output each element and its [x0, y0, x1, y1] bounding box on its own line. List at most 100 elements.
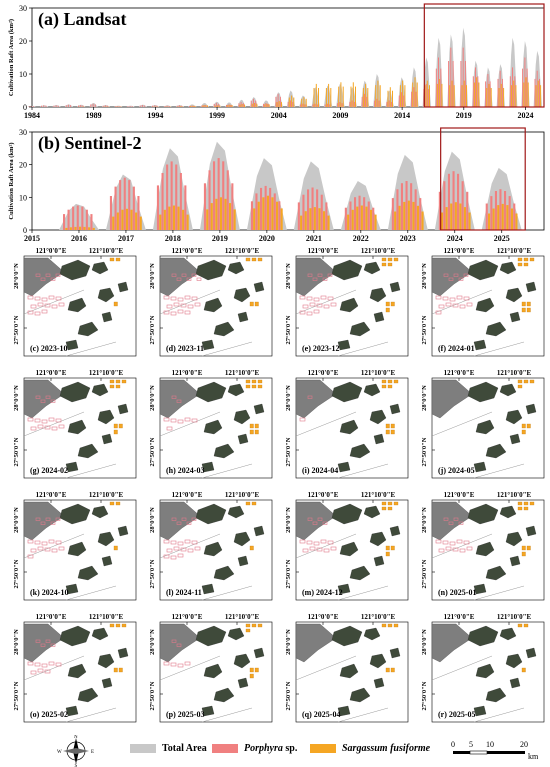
x-tick-label: 2022 [353, 234, 369, 243]
porphyra-bar [364, 93, 365, 107]
sargassum-bar [421, 211, 424, 230]
island-shape [65, 461, 79, 473]
lat-label: 28°0'0"N [149, 263, 156, 289]
sargassum-bar [280, 208, 283, 230]
map-svg: 121°0'0"E 121°10'0"E 28°0'0"N 27°50'0"N (i) … [285, 369, 409, 479]
porphyra-bar [499, 70, 501, 107]
porphyra-raft [184, 417, 191, 422]
island-shape [389, 403, 401, 415]
porphyra-raft [166, 548, 173, 553]
island-shape [213, 565, 235, 581]
sargassum-raft [257, 257, 263, 262]
sargassum-bar [182, 106, 184, 107]
sargassum-bar [215, 198, 218, 230]
sargassum-bar [338, 86, 340, 107]
island-shape [331, 625, 363, 647]
lat-label: 28°0'0"N [13, 385, 20, 411]
island-shape [67, 297, 87, 313]
island-shape [525, 403, 537, 415]
sargassum-bar [449, 85, 451, 107]
sargassum-bar [330, 88, 332, 107]
sargassum-bar [276, 201, 279, 230]
sargassum-bar [377, 80, 379, 107]
map-panel: 121°0'0"E 121°10'0"E 28°0'0"N 27°50'0"N (p) … [142, 610, 278, 731]
island-shape [373, 677, 385, 689]
sargassum-bar [309, 208, 312, 230]
porphyra-raft [55, 273, 61, 277]
porphyra-raft [184, 310, 191, 315]
lon-label: 121°10'0"E [89, 613, 124, 621]
porphyra-raft [48, 295, 55, 300]
porphyra-bar [191, 105, 193, 107]
map-svg: 121°0'0"E 121°10'0"E 28°0'0"N 27°50'0"N (c) … [13, 247, 137, 357]
island-shape [237, 433, 249, 445]
sargassum-raft [257, 379, 263, 384]
porphyra-bar [137, 196, 140, 230]
porphyra-raft [435, 539, 442, 544]
porphyra-bar [287, 101, 289, 107]
porphyra-bar [242, 103, 244, 107]
map-panel-label: (d) 2023-11 [166, 344, 204, 353]
porphyra-bar [119, 106, 121, 107]
porphyra-raft [35, 517, 41, 521]
sargassum-bar [192, 105, 194, 107]
sargassum-bar [347, 214, 350, 230]
sargassum-bar [424, 85, 426, 107]
sargassum-bar [492, 208, 495, 230]
sargassum-raft [521, 667, 526, 673]
porphyra-raft [48, 661, 55, 666]
porphyra-bar [475, 67, 476, 107]
map-panel: 121°0'0"E 121°10'0"E 28°0'0"N 27°50'0"N (j) … [414, 366, 550, 487]
porphyra-raft [163, 310, 170, 315]
porphyra-raft [194, 302, 201, 307]
porphyra-raft [458, 521, 464, 525]
sargassum-raft [390, 667, 395, 673]
porphyra-raft [177, 663, 184, 668]
sargassum-raft [245, 623, 251, 628]
porphyra-bar [337, 103, 339, 107]
porphyra-raft [302, 304, 309, 309]
porphyra-bar [203, 183, 206, 230]
island-shape [363, 261, 381, 275]
island-shape [339, 419, 359, 435]
lat-label: 28°0'0"N [421, 507, 428, 533]
porphyra-bar [297, 202, 300, 230]
lon-label: 121°10'0"E [497, 247, 532, 255]
map-panel: 121°0'0"E 121°10'0"E 28°0'0"N 27°50'0"N (e) … [278, 244, 414, 365]
map-svg: 121°0'0"E 121°10'0"E 28°0'0"N 27°50'0"N (m) … [285, 491, 409, 601]
porphyra-bar [80, 105, 82, 107]
mainland-shape [295, 257, 337, 297]
porphyra-bar [63, 214, 66, 230]
sargassum-bar [350, 86, 352, 107]
porphyra-raft [177, 541, 184, 546]
porphyra-raft [466, 546, 473, 551]
map-panel: 121°0'0"E 121°10'0"E 28°0'0"N 27°50'0"N (n) … [414, 488, 550, 609]
sargassum-raft [109, 623, 115, 628]
island-shape [117, 647, 129, 659]
sargassum-bar [453, 85, 455, 107]
map-svg: 121°0'0"E 121°10'0"E 28°0'0"N 27°50'0"N (r) … [421, 613, 545, 723]
porphyra-raft [442, 296, 449, 301]
lon-label: 121°10'0"E [225, 613, 260, 621]
sargassum-bar [523, 82, 525, 107]
island-shape [475, 663, 495, 679]
island-shape [227, 627, 245, 641]
scale-unit: km [528, 752, 539, 761]
sargassum-raft [115, 257, 121, 262]
porphyra-raft [320, 295, 327, 300]
scale-tick-5: 5 [469, 740, 473, 749]
porphyra-bar [264, 185, 267, 230]
map-svg: 121°0'0"E 121°10'0"E 28°0'0"N 27°50'0"N (l) … [149, 491, 273, 601]
island-shape [65, 339, 79, 351]
porphyra-bar [166, 164, 169, 230]
porphyra-bar [307, 189, 310, 230]
island-shape [201, 339, 215, 351]
porphyra-raft [435, 295, 442, 300]
island-shape [233, 653, 251, 669]
island-shape [67, 663, 87, 679]
lon-label: 121°0'0"E [36, 247, 67, 255]
porphyra-raft [37, 302, 44, 307]
island-shape [227, 505, 245, 519]
chart-title: (a) Landsat [38, 9, 127, 30]
sargassum-bar [229, 104, 231, 107]
